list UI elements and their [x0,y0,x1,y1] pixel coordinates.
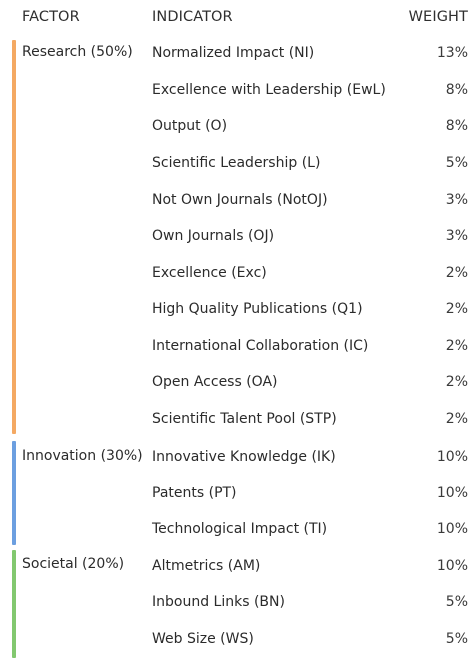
table-row: Output (O) 8% [152,114,468,138]
research-group-bar [12,40,16,434]
indicator-weight: 2% [445,338,468,354]
table-row: High Quality Publications (Q1) 2% [152,297,468,321]
innovation-group-bar [12,441,16,545]
indicator-weight: 5% [445,631,468,647]
indicator-name: Excellence with Leadership (EwL) [152,82,386,98]
indicator-weight: 10% [436,485,468,501]
indicator-name: High Quality Publications (Q1) [152,301,363,317]
factor-label-research: Research (50%) [22,44,133,60]
indicator-weight: 2% [445,411,468,427]
indicator-name: Web Size (WS) [152,631,254,647]
indicator-weight: 10% [436,449,468,465]
table-row: Altmetrics (AM) 10% [152,554,468,578]
table-row: Web Size (WS) 5% [152,627,468,651]
indicator-weight: 13% [436,45,468,61]
indicator-weight: 2% [445,265,468,281]
indicator-name: Technological Impact (TI) [152,521,328,537]
indicator-name: Not Own Journals (NotOJ) [152,192,328,208]
societal-group-bar [12,550,16,658]
indicator-name: Scientific Talent Pool (STP) [152,411,337,427]
indicator-name: Innovative Knowledge (IK) [152,449,336,465]
indicator-weight: 2% [445,374,468,390]
indicator-name: Scientific Leadership (L) [152,155,321,171]
indicator-name: Inbound Links (BN) [152,594,285,610]
table-row: Own Journals (OJ) 3% [152,224,468,248]
table-row: Open Access (OA) 2% [152,370,468,394]
factor-label-innovation: Innovation (30%) [22,448,143,464]
table-row: Technological Impact (TI) 10% [152,517,468,541]
factor-label-societal: Societal (20%) [22,556,125,572]
table-row: Excellence (Exc) 2% [152,261,468,285]
indicator-weight: 8% [445,118,468,134]
table-row: Innovative Knowledge (IK) 10% [152,445,468,469]
indicator-weight: 5% [445,594,468,610]
indicator-name: International Collaboration (IC) [152,338,369,354]
table-row: Scientific Talent Pool (STP) 2% [152,407,468,431]
indicator-weight: 2% [445,301,468,317]
indicator-weight: 3% [445,228,468,244]
table-row: Scientific Leadership (L) 5% [152,151,468,175]
indicator-name: Output (O) [152,118,228,134]
indicator-name: Own Journals (OJ) [152,228,275,244]
table-row: Inbound Links (BN) 5% [152,590,468,614]
indicator-name: Excellence (Exc) [152,265,267,281]
indicator-weight: 5% [445,155,468,171]
table-row: Excellence with Leadership (EwL) 8% [152,78,468,102]
factor-column-header: FACTOR [22,9,80,25]
indicator-column-header: INDICATOR [152,9,233,25]
indicator-name: Open Access (OA) [152,374,278,390]
indicator-name: Normalized Impact (NI) [152,45,315,61]
table-row: Patents (PT) 10% [152,481,468,505]
indicator-weight: 3% [445,192,468,208]
indicator-weight: 10% [436,558,468,574]
table-row: International Collaboration (IC) 2% [152,334,468,358]
indicator-name: Patents (PT) [152,485,237,501]
indicator-weight: 10% [436,521,468,537]
indicator-name: Altmetrics (AM) [152,558,261,574]
table-row: Not Own Journals (NotOJ) 3% [152,188,468,212]
weight-column-header: WEIGHT [408,9,468,25]
indicator-weight: 8% [445,82,468,98]
table-row: Normalized Impact (NI) 13% [152,41,468,65]
